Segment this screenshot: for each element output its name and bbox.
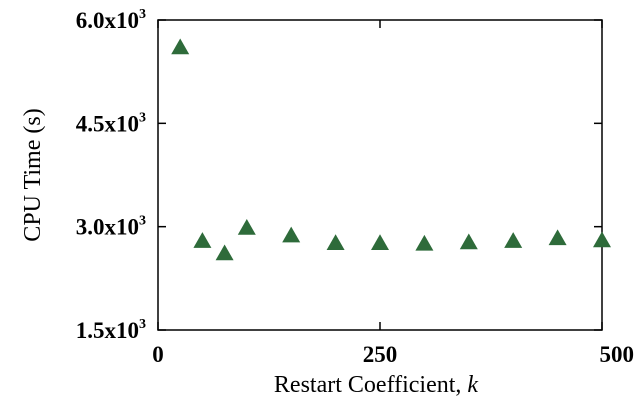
- data-point: [326, 234, 345, 250]
- y-tick-label: 3.0x103: [76, 214, 146, 240]
- x-axis-label: Restart Coefficient, k: [274, 372, 479, 398]
- data-point: [415, 234, 434, 251]
- data-point: [282, 226, 301, 243]
- y-tick-label: 4.5x103: [76, 110, 146, 136]
- y-tick-label: 6.0x103: [76, 7, 146, 33]
- data-point: [371, 234, 389, 250]
- data-point: [504, 232, 523, 248]
- y-tick-label: 1.5x103: [76, 317, 146, 343]
- plot-frame: [157, 19, 603, 331]
- x-tick-label: 0: [152, 342, 164, 367]
- y-tick-labels: 1.5x103 3.0x103 4.5x103 6.0x103: [76, 7, 146, 343]
- x-tick-label: 250: [363, 342, 398, 367]
- data-point: [171, 38, 190, 55]
- y-axis-label: CPU Time (s): [20, 108, 46, 241]
- x-tick-label: 500: [600, 342, 635, 367]
- data-point: [548, 229, 567, 246]
- x-tick-labels: 0 250 500: [152, 342, 634, 367]
- data-points: [171, 38, 611, 261]
- data-point: [237, 219, 256, 235]
- data-point: [215, 244, 234, 261]
- data-point: [459, 233, 478, 250]
- data-point: [193, 232, 212, 248]
- data-point: [593, 231, 611, 248]
- tick-marks: [157, 19, 603, 331]
